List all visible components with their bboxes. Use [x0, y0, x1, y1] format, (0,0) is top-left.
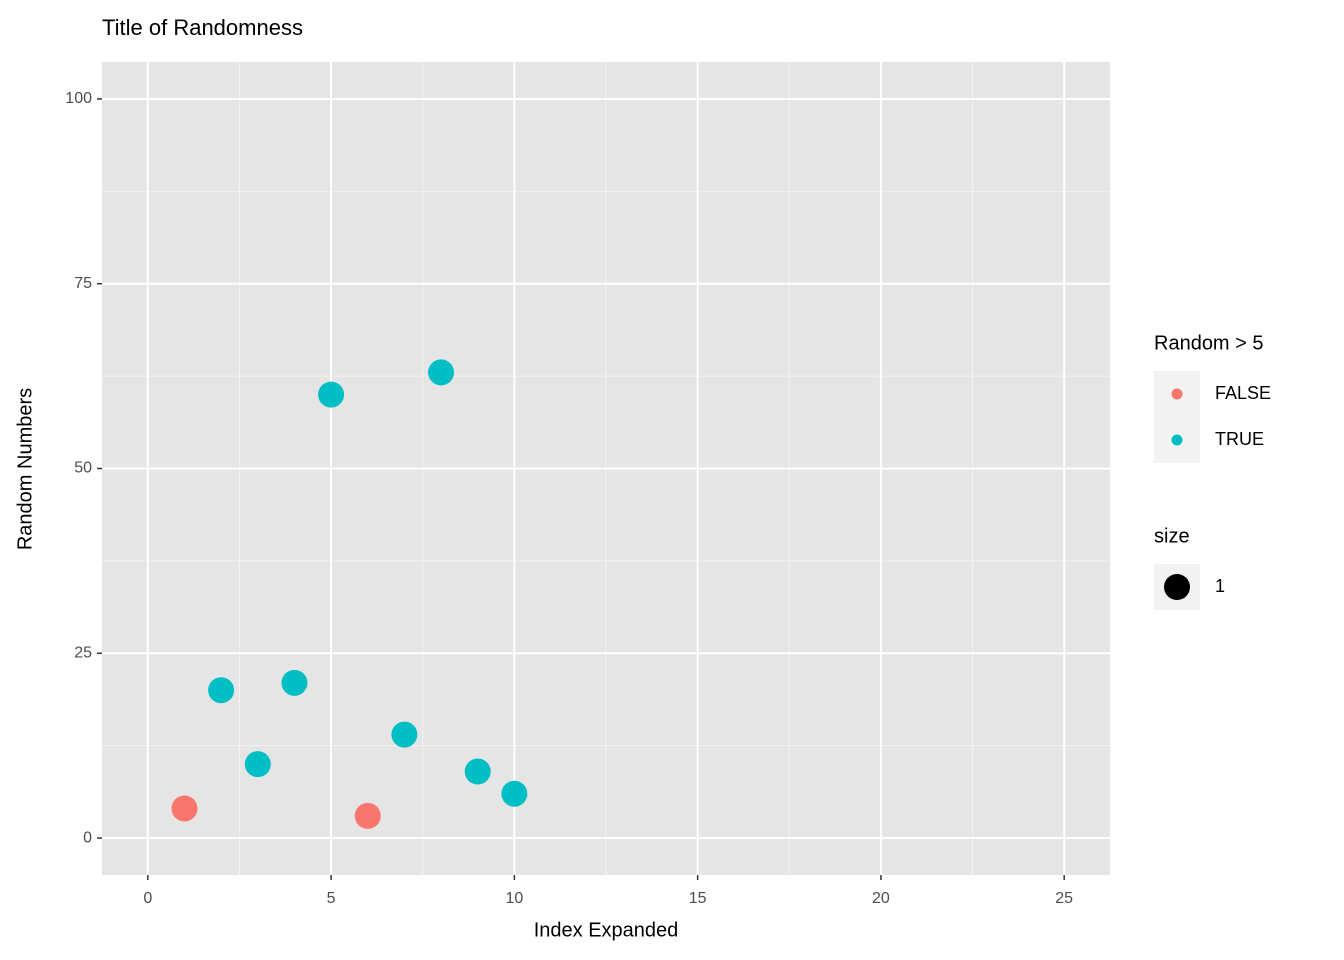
- point: [391, 721, 418, 748]
- point: [354, 802, 381, 829]
- x-tick-label: 25: [1055, 890, 1073, 907]
- x-tick-label: 15: [689, 890, 707, 907]
- legend-label: 1: [1215, 576, 1225, 596]
- point: [281, 669, 308, 696]
- chart-title: Title of Randomness: [102, 15, 303, 40]
- point: [171, 795, 198, 822]
- y-tick-label: 100: [65, 90, 92, 107]
- point: [208, 677, 235, 704]
- legend-label: FALSE: [1215, 383, 1271, 403]
- x-axis-label: Index Expanded: [534, 919, 679, 941]
- x-tick-label: 5: [327, 890, 336, 907]
- legend-title: Random > 5: [1154, 332, 1264, 354]
- legend-label: TRUE: [1215, 429, 1264, 449]
- y-tick-label: 25: [74, 644, 92, 661]
- legend-key: [1171, 434, 1183, 446]
- x-tick-label: 10: [505, 890, 523, 907]
- y-tick-label: 0: [83, 829, 92, 846]
- point: [501, 780, 528, 807]
- x-tick-label: 0: [143, 890, 152, 907]
- legend-key: [1164, 574, 1190, 600]
- y-tick-label: 50: [74, 460, 92, 477]
- point: [428, 359, 455, 386]
- size-legend-title: size: [1154, 525, 1190, 547]
- legend-key: [1171, 388, 1183, 400]
- point: [244, 751, 271, 778]
- point: [318, 381, 345, 408]
- x-tick-label: 20: [872, 890, 890, 907]
- legend-key-background: [1154, 371, 1200, 463]
- y-axis-label: Random Numbers: [14, 388, 36, 550]
- y-tick-label: 75: [74, 275, 92, 292]
- point: [464, 758, 491, 785]
